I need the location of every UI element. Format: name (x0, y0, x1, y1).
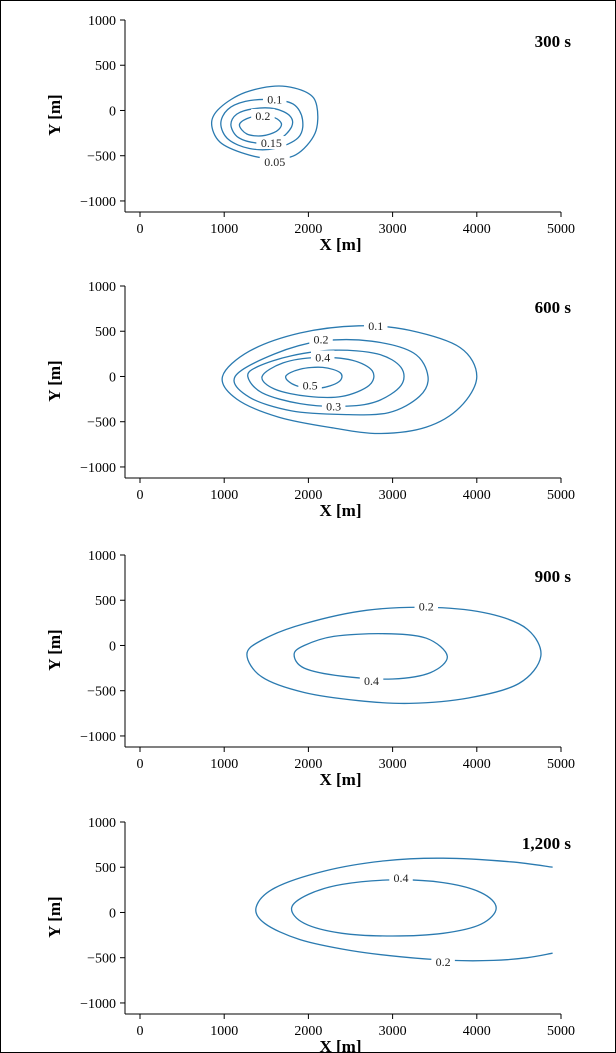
x-tick-label: 2000 (294, 757, 322, 772)
x-tick-label: 0 (137, 488, 144, 503)
contour-line-0.15 (230, 107, 294, 144)
contour-line-0.2 (238, 115, 283, 137)
x-tick-label: 2000 (294, 1024, 322, 1039)
contour-label-bg (431, 955, 455, 969)
x-tick-label: 1000 (210, 488, 238, 503)
contour-label: 0.4 (315, 350, 330, 364)
y-tick-label: 500 (95, 325, 116, 340)
y-tick-label: −500 (87, 150, 116, 165)
x-axis-label: X [m] (319, 501, 361, 520)
x-tick-label: 3000 (379, 757, 407, 772)
x-tick-label: 1000 (210, 222, 238, 237)
y-tick-label: −500 (87, 416, 116, 431)
contour-line-0.4 (293, 633, 448, 680)
contour-label-bg (310, 350, 335, 364)
x-tick-label: 0 (137, 1024, 144, 1039)
y-tick-label: 500 (95, 59, 116, 74)
y-tick-label: 500 (95, 861, 116, 876)
contour-label: 0.2 (255, 109, 270, 123)
contour-label: 0.2 (419, 600, 434, 614)
x-tick-label: 0 (137, 222, 144, 237)
x-tick-label: 3000 (379, 222, 407, 237)
contour-label: 0.2 (314, 332, 329, 346)
x-axis-label: X [m] (319, 770, 361, 789)
y-axis-label: Y [m] (45, 360, 64, 401)
contour-label: 0.15 (261, 136, 282, 150)
y-tick-label: −1000 (80, 730, 116, 745)
y-tick-label: 0 (109, 370, 116, 385)
y-tick-label: 1000 (88, 280, 116, 295)
y-axis-label: Y [m] (45, 94, 64, 135)
x-tick-label: 5000 (547, 222, 575, 237)
contour-label-bg (359, 673, 384, 687)
x-tick-label: 2000 (294, 222, 322, 237)
y-tick-label: −1000 (80, 195, 116, 210)
contour-line-0.3 (247, 349, 405, 408)
contour-line-0.05 (210, 85, 319, 160)
contour-label-bg (251, 108, 275, 122)
contour-label: 0.1 (267, 93, 282, 107)
y-tick-label: 0 (109, 906, 116, 921)
contour-label: 0.05 (264, 155, 285, 169)
x-tick-label: 5000 (547, 488, 575, 503)
y-tick-label: 1000 (88, 816, 116, 831)
y-tick-label: 0 (109, 639, 116, 654)
contour-label: 0.5 (303, 379, 318, 393)
x-tick-label: 4000 (463, 222, 491, 237)
y-tick-label: 1000 (88, 14, 116, 29)
x-tick-label: 3000 (379, 1024, 407, 1039)
x-tick-label: 2000 (294, 488, 322, 503)
x-tick-label: 4000 (463, 488, 491, 503)
contour-label-bg (298, 378, 322, 392)
y-tick-label: −500 (87, 685, 116, 700)
contour-label-bg (389, 871, 413, 885)
x-tick-label: 1000 (210, 757, 238, 772)
contour-label: 0.1 (368, 319, 383, 333)
contour-label-bg (321, 399, 346, 413)
x-tick-label: 5000 (547, 1024, 575, 1039)
y-tick-label: 0 (109, 104, 116, 119)
contour-line-0.5 (285, 366, 343, 389)
x-tick-label: 0 (137, 757, 144, 772)
contour-line-0.4 (290, 879, 497, 937)
x-tick-label: 5000 (547, 757, 575, 772)
y-axis-label: Y [m] (45, 896, 64, 937)
y-tick-label: −500 (87, 952, 116, 967)
contour-label-bg (256, 136, 287, 150)
contour-line-0.1 (221, 325, 478, 435)
y-tick-label: −1000 (80, 461, 116, 476)
y-tick-label: 500 (95, 594, 116, 609)
contour-label: 0.4 (364, 674, 379, 688)
x-axis-label: X [m] (319, 235, 361, 254)
contour-line-0.2 (255, 857, 553, 962)
y-tick-label: −1000 (80, 997, 116, 1012)
y-axis-label: Y [m] (45, 629, 64, 670)
panel-title: 300 s (535, 32, 572, 51)
contour-label: 0.2 (436, 955, 451, 969)
panel-title: 900 s (535, 567, 572, 586)
contour-label-bg (309, 332, 333, 346)
panel-title: 600 s (535, 298, 572, 317)
contour-label-bg (262, 92, 287, 106)
contour-line-0.1 (220, 98, 304, 151)
contour-label-bg (414, 599, 439, 613)
x-axis-label: X [m] (319, 1037, 361, 1053)
x-tick-label: 3000 (379, 488, 407, 503)
contour-line-0.4 (261, 356, 375, 399)
x-tick-label: 1000 (210, 1024, 238, 1039)
contour-label-bg (364, 318, 388, 332)
x-tick-label: 4000 (463, 1024, 491, 1039)
x-tick-label: 4000 (463, 757, 491, 772)
contour-label-bg (259, 155, 290, 169)
panel-title: 1,200 s (522, 834, 572, 853)
y-tick-label: 1000 (88, 549, 116, 564)
contour-label: 0.3 (326, 399, 341, 413)
contour-label: 0.4 (394, 871, 409, 885)
contour-line-0.2 (246, 606, 542, 705)
